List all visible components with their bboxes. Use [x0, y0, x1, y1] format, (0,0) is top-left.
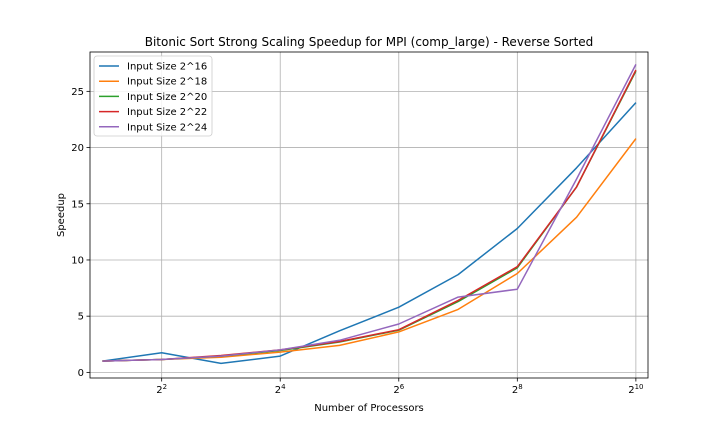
- x-tick-label: 26: [393, 383, 404, 396]
- y-tick-label: 20: [71, 143, 84, 154]
- series-line-2: [102, 138, 637, 362]
- chart-title: Bitonic Sort Strong Scaling Speedup for …: [145, 35, 594, 49]
- y-tick-label: 5: [78, 312, 84, 323]
- legend: Input Size 2^16 Input Size 2^18 Input Size…: [93, 55, 213, 137]
- y-tick-label: 10: [71, 255, 84, 266]
- y-tick-label: 25: [71, 87, 84, 98]
- axis-ticks: 22 24 26 28 210 0 5 10 15 20 25: [71, 87, 643, 396]
- legend-entry-label: Input Size 2^16: [127, 62, 207, 73]
- series-lines: [102, 64, 637, 365]
- x-tick-label: 22: [156, 383, 167, 396]
- legend-entry-label: Input Size 2^24: [127, 122, 207, 133]
- y-axis-label: Speedup: [56, 193, 67, 237]
- series-line-1: [102, 102, 637, 365]
- legend-box: [93, 55, 213, 137]
- x-tick-label: 28: [512, 383, 523, 396]
- legend-entry-label: Input Size 2^22: [127, 107, 207, 118]
- plot-area-frame: [89, 51, 649, 379]
- x-axis-label: Number of Processors: [314, 403, 424, 414]
- legend-entry-label: Input Size 2^18: [127, 77, 207, 88]
- y-tick-label: 0: [78, 368, 84, 379]
- x-tick-label: 24: [275, 383, 286, 396]
- y-tick-label: 15: [71, 199, 84, 210]
- legend-entry-label: Input Size 2^20: [127, 92, 207, 103]
- series-line-5: [102, 64, 637, 362]
- x-tick-label: 210: [628, 383, 643, 396]
